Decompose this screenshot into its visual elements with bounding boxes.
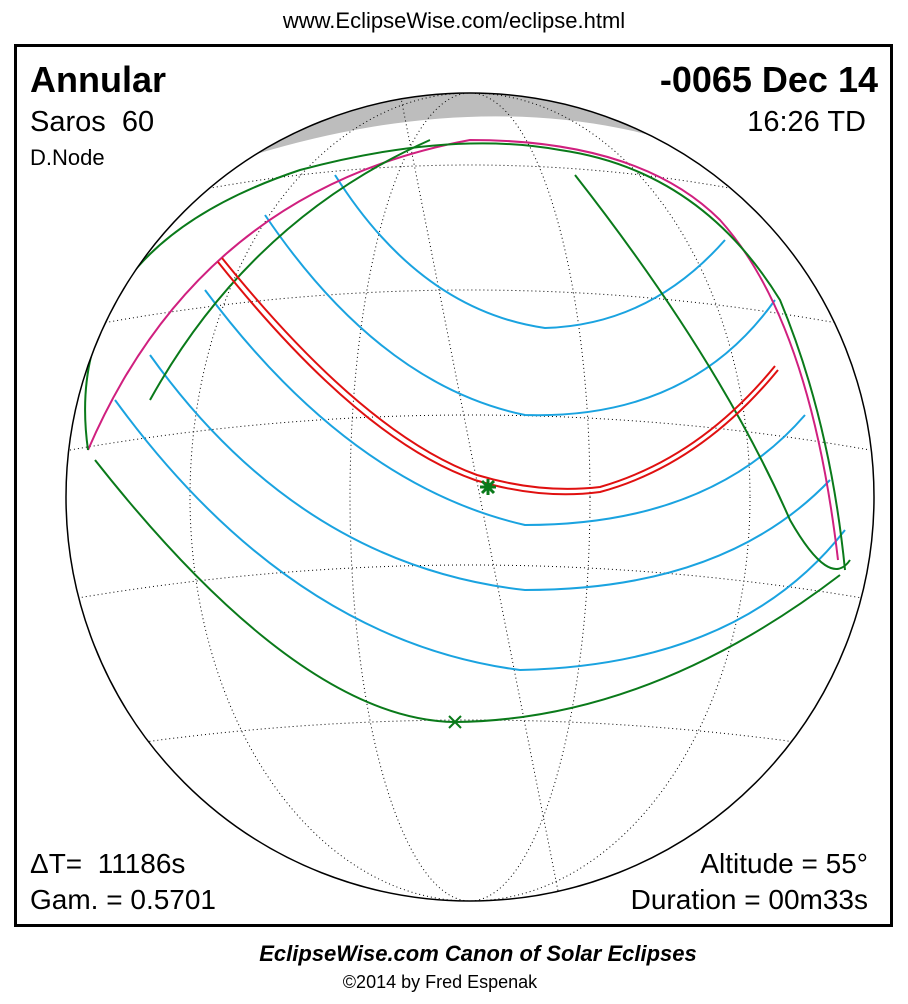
greatest-eclipse-marker: [480, 479, 496, 495]
header-url: www.EclipseWise.com/eclipse.html: [282, 8, 625, 33]
copyright: ©2014 by Fred Espenak: [343, 972, 538, 992]
eclipse-date: -0065 Dec 14: [660, 59, 878, 100]
globe-outline: [65, 92, 875, 902]
altitude: Altitude = 55°: [700, 848, 868, 879]
footer-title: EclipseWise.com Canon of Solar Eclipses: [259, 941, 697, 966]
eclipse-type: Annular: [30, 59, 166, 100]
eclipse-time: 16:26 TD: [747, 106, 866, 138]
graticule: [66, 93, 874, 901]
delta-t: ΔT= 11186s: [30, 848, 185, 879]
limit-curves: [84, 138, 851, 724]
greatest-duration-marker: [448, 715, 462, 729]
node: D.Node: [30, 145, 105, 170]
saros: Saros 60: [30, 106, 154, 138]
gamma: Gam. = 0.5701: [30, 884, 216, 915]
duration: Duration = 00m33s: [631, 884, 868, 915]
